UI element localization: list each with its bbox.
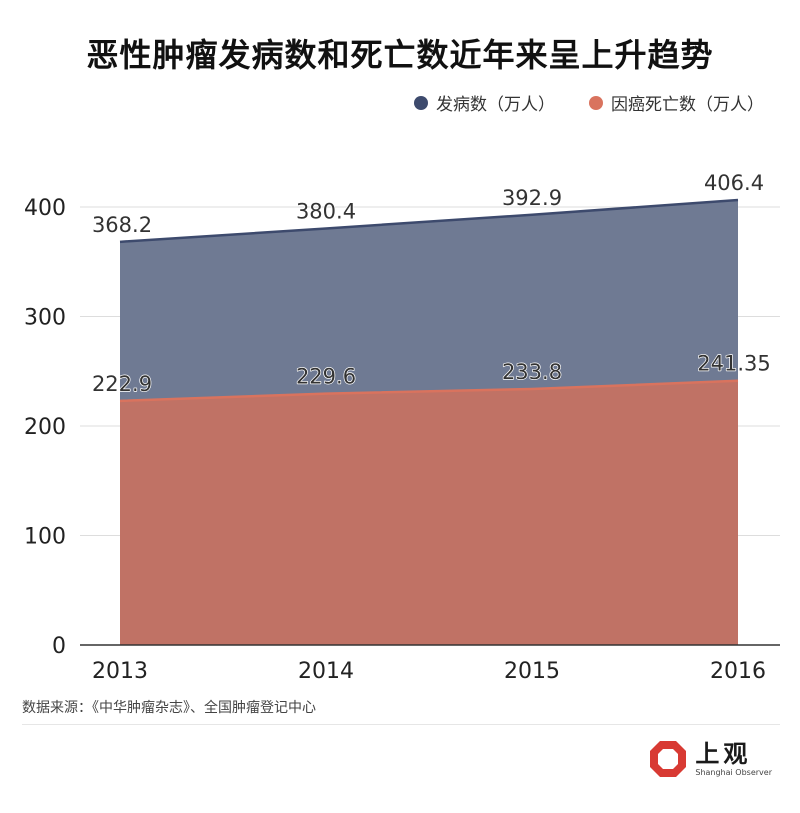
legend-dot-deaths — [589, 95, 603, 110]
area-deaths — [120, 380, 738, 645]
line-deaths — [119, 379, 739, 403]
footer-divider — [22, 724, 780, 725]
x-tick-label: 2014 — [298, 659, 354, 684]
data-labels: 368.2 380.4 392.9 406.4 222.9 229.6 233.8 241.3… — [91, 170, 771, 396]
x-tick-label: 2016 — [710, 659, 766, 684]
y-tick-label: 200 — [24, 415, 66, 440]
x-tick-label: 2015 — [504, 659, 560, 684]
data-label-deaths: 222.9 — [92, 372, 152, 396]
data-label-incidence: 368.2 — [92, 213, 152, 237]
chart-title: 恶性肿瘤发病数和死亡数近年来呈上升趋势 — [86, 36, 714, 74]
area-series — [119, 198, 739, 645]
y-tick-label: 400 — [24, 196, 66, 221]
brand-name: 上观 — [695, 739, 752, 768]
axes: 0 100 200 300 400 2013 2014 2015 2016 — [24, 196, 780, 684]
legend: 发病数（万人） 因癌死亡数（万人） — [380, 90, 764, 115]
data-label-incidence: 380.4 — [296, 199, 356, 223]
brand-logo: 上观 Shanghai Observer — [649, 740, 772, 778]
legend-item-incidence: 发病数（万人） — [414, 90, 555, 115]
data-label-incidence: 392.9 — [502, 186, 562, 210]
y-tick-label: 100 — [24, 525, 66, 550]
legend-item-deaths: 因癌死亡数（万人） — [589, 90, 764, 115]
y-tick-label: 0 — [52, 634, 66, 659]
octagon-logo-icon — [650, 741, 687, 777]
data-label-deaths: 233.8 — [502, 360, 562, 384]
legend-dot-incidence — [414, 95, 428, 110]
brand-subtitle: Shanghai Observer — [695, 767, 772, 777]
legend-label-incidence: 发病数（万人） — [436, 95, 555, 115]
data-label-incidence: 406.4 — [704, 171, 764, 195]
y-tick-label: 300 — [24, 306, 66, 331]
x-tick-label: 2013 — [92, 659, 148, 684]
line-incidence — [119, 198, 739, 244]
data-label-deaths: 241.35 — [697, 352, 770, 376]
legend-label-deaths: 因癌死亡数（万人） — [611, 95, 764, 115]
source-note: 数据来源：《中华肿瘤杂志》、全国肿瘤登记中心 — [22, 700, 316, 716]
data-label-deaths: 229.6 — [296, 365, 356, 389]
area-chart: 0 100 200 300 400 2013 2014 2015 2016 368.2 380.4… — [24, 170, 780, 684]
